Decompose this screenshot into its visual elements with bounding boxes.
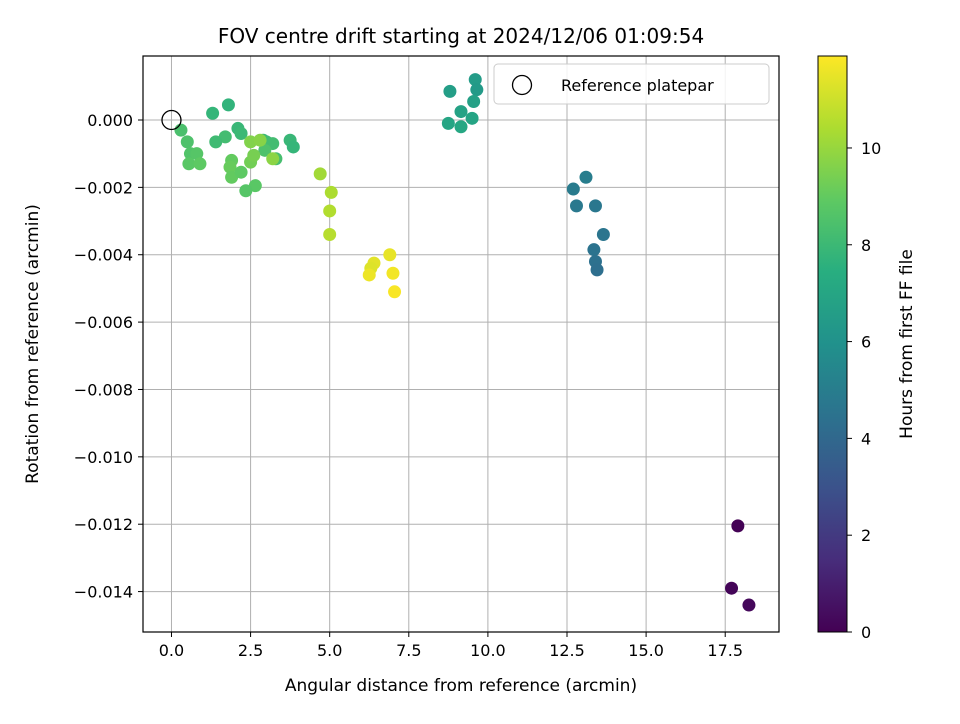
- colorbar-tick-label: 0: [861, 623, 871, 642]
- data-point: [569, 199, 583, 213]
- data-point: [266, 152, 280, 166]
- data-point: [443, 84, 457, 98]
- grid: [143, 56, 779, 632]
- chart-title: FOV centre drift starting at 2024/12/06 …: [218, 24, 704, 48]
- legend-open-circle-marker: [511, 74, 533, 96]
- data-point: [388, 285, 402, 299]
- data-point: [180, 135, 194, 149]
- y-axis-ticks: 0.000 −0.002 −0.004 −0.006 −0.008 −0.010 −0.01…: [74, 111, 143, 602]
- colorbar: 0 2 4 6 8 10 Hours from first FF file: [817, 55, 917, 642]
- data-point: [579, 170, 593, 184]
- y-axis-label: Rotation from reference (arcmin): [23, 204, 43, 484]
- x-tick-label: 17.5: [707, 641, 743, 660]
- data-point: [383, 248, 397, 262]
- x-tick-label: 0.0: [159, 641, 184, 660]
- y-tick-label: 0.000: [87, 111, 133, 130]
- data-point: [221, 98, 235, 112]
- x-axis-ticks: 0.0 2.5 5.0 7.5 10.0 12.5 15.0 17.5: [159, 632, 743, 660]
- data-point: [742, 598, 756, 612]
- data-point: [193, 157, 207, 171]
- data-point: [253, 133, 267, 147]
- data-point: [454, 120, 468, 134]
- x-tick-label: 5.0: [317, 641, 342, 660]
- data-point: [174, 123, 188, 137]
- data-point: [324, 185, 338, 199]
- legend: Reference platepar: [493, 63, 770, 105]
- data-point: [454, 105, 468, 119]
- data-point: [313, 167, 327, 181]
- data-point: [731, 519, 745, 533]
- data-point: [223, 160, 237, 174]
- data-points: [174, 73, 756, 612]
- y-tick-label: −0.004: [74, 246, 133, 265]
- legend-box: [493, 63, 770, 105]
- colorbar-label: Hours from first FF file: [897, 249, 917, 439]
- data-point: [465, 111, 479, 125]
- data-point: [596, 228, 610, 242]
- x-tick-label: 10.0: [470, 641, 506, 660]
- data-point: [386, 266, 400, 280]
- data-point: [239, 184, 253, 198]
- data-point: [234, 165, 248, 179]
- x-tick-label: 12.5: [549, 641, 585, 660]
- colorbar-tick-label: 2: [861, 526, 871, 545]
- y-tick-label: −0.010: [74, 448, 133, 467]
- colorbar-tick-label: 4: [861, 429, 871, 448]
- plot-frame: [142, 55, 780, 633]
- data-point: [190, 147, 204, 161]
- y-tick-label: −0.014: [74, 583, 133, 602]
- y-tick-label: −0.008: [74, 380, 133, 399]
- data-point: [467, 94, 481, 108]
- x-tick-label: 2.5: [238, 641, 263, 660]
- data-point: [286, 140, 300, 154]
- data-point: [234, 126, 248, 140]
- x-tick-label: 7.5: [396, 641, 421, 660]
- data-point: [587, 243, 601, 257]
- reference-marker-layer: [161, 109, 182, 131]
- data-point: [258, 143, 272, 157]
- data-point: [323, 228, 337, 242]
- colorbar-tick-label: 10: [861, 139, 881, 158]
- y-tick-label: −0.002: [74, 178, 133, 197]
- y-tick-label: −0.006: [74, 313, 133, 332]
- reference-platepar-marker: [161, 109, 182, 131]
- data-point: [468, 73, 482, 87]
- data-point: [206, 106, 220, 120]
- colorbar-gradient: [817, 55, 848, 633]
- x-axis-label: Angular distance from reference (arcmin): [285, 676, 637, 696]
- legend-entry-label: Reference platepar: [561, 76, 714, 95]
- colorbar-ticks: 0 2 4 6 8 10: [847, 139, 881, 642]
- data-point: [362, 268, 376, 282]
- data-point: [441, 116, 455, 130]
- data-point: [566, 182, 580, 196]
- data-point: [209, 135, 223, 149]
- data-point: [590, 263, 604, 277]
- data-point: [588, 199, 602, 213]
- data-point: [182, 157, 196, 171]
- data-point: [725, 581, 739, 595]
- colorbar-tick-label: 6: [861, 333, 871, 352]
- data-point: [323, 204, 337, 218]
- x-tick-label: 15.0: [628, 641, 664, 660]
- data-point: [247, 148, 261, 162]
- data-point: [470, 83, 484, 97]
- y-tick-label: −0.012: [74, 515, 133, 534]
- colorbar-tick-label: 8: [861, 236, 871, 255]
